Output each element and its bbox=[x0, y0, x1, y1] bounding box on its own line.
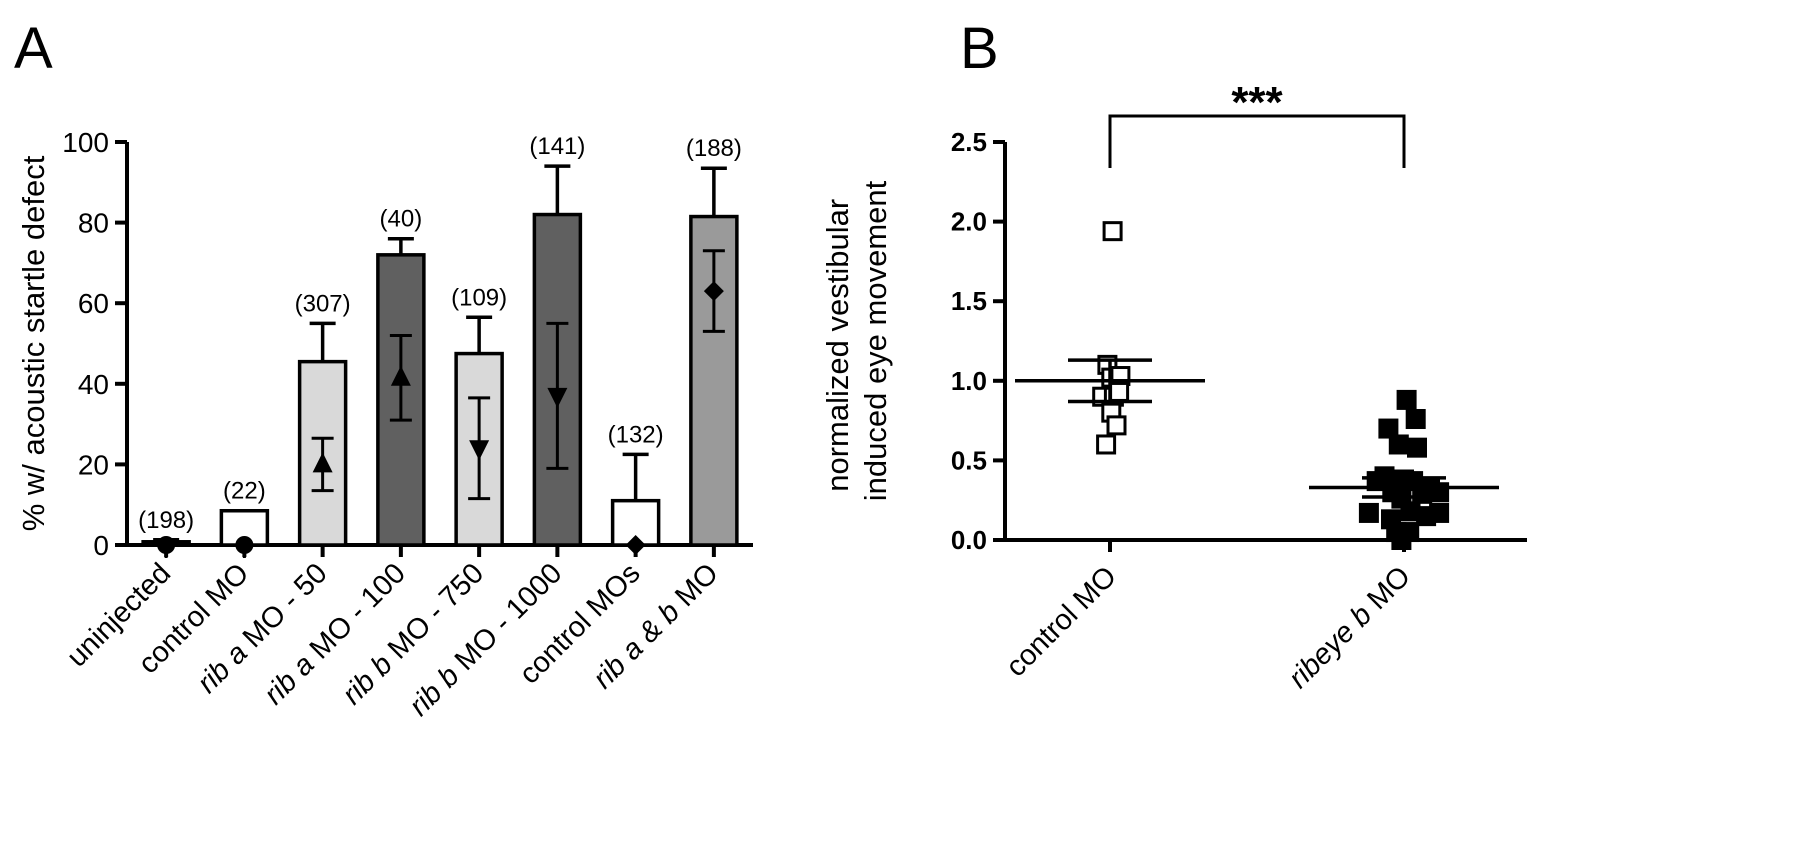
y-tick-label-a: 60 bbox=[78, 288, 109, 319]
x-tick-label-b: ribeye b MO bbox=[1283, 560, 1417, 694]
y-axis-label-b: normalized vestibular induced eye moveme… bbox=[820, 180, 893, 501]
y-tick-label-a: 0 bbox=[93, 530, 109, 561]
sample-size-label: (198) bbox=[138, 507, 194, 534]
sample-size-label: (307) bbox=[295, 290, 351, 317]
data-point bbox=[1358, 502, 1379, 523]
panel-label-a: A bbox=[14, 16, 53, 81]
data-point bbox=[1396, 389, 1417, 410]
significance-bracket bbox=[1108, 114, 1406, 168]
y-tick-label-b: 1.0 bbox=[951, 366, 987, 396]
sample-size-label: (188) bbox=[686, 135, 742, 162]
triangle-down-marker bbox=[469, 440, 490, 461]
y-tick-label-b: 2.0 bbox=[951, 207, 987, 237]
panel-b: B normalized vestibular induced eye move… bbox=[820, 16, 1527, 695]
data-point bbox=[1378, 418, 1399, 439]
data-point bbox=[1388, 434, 1409, 455]
triangle-up-marker bbox=[312, 452, 333, 473]
panel-a: A % w/ acoustic startle defect 0 20 40 60 80… bbox=[14, 16, 753, 722]
x-tick-label-b-part-0: control MO bbox=[1000, 560, 1123, 683]
y-tick-label-b: 1.5 bbox=[951, 286, 987, 316]
y-tick-label-a: 80 bbox=[78, 208, 109, 239]
x-tick-label-a: rib b MO - 750 bbox=[336, 557, 490, 711]
y-axis-label-a: % w/ acoustic startle defect bbox=[16, 155, 51, 531]
diamond-marker bbox=[703, 281, 724, 302]
y-axis-label-b-line-1: normalized vestibular bbox=[820, 199, 855, 492]
triangle-up-marker bbox=[390, 365, 411, 386]
data-point bbox=[1407, 437, 1427, 458]
y-tick-label-b: 0.0 bbox=[951, 525, 987, 555]
y-tick-label-a: 100 bbox=[62, 127, 109, 158]
x-tick-label-b: control MO bbox=[1000, 560, 1123, 683]
triangle-down-marker bbox=[547, 387, 568, 408]
data-point bbox=[1096, 434, 1117, 455]
panel-label-b: B bbox=[960, 16, 999, 81]
data-point bbox=[1405, 409, 1426, 430]
y-tick-label-b: 2.5 bbox=[951, 127, 987, 157]
sample-size-label: (141) bbox=[529, 133, 585, 160]
significance-label: *** bbox=[1231, 78, 1283, 127]
data-point bbox=[1109, 381, 1130, 402]
sample-size-label: (40) bbox=[380, 206, 423, 233]
sample-size-label: (22) bbox=[223, 478, 266, 505]
y-axis-label-b-line-2: induced eye movement bbox=[858, 180, 893, 501]
x-tick-label-a: rib a MO - 100 bbox=[258, 557, 412, 711]
data-point bbox=[1391, 530, 1412, 550]
y-tick-label-b: 0.5 bbox=[951, 445, 987, 475]
data-point bbox=[1106, 415, 1127, 436]
sample-size-label: (132) bbox=[608, 421, 664, 448]
sample-size-label: (109) bbox=[451, 284, 507, 311]
y-tick-label-a: 40 bbox=[78, 369, 109, 400]
y-tick-label-a: 20 bbox=[78, 449, 109, 480]
x-tick-label-b-part-0: ribeye b bbox=[1283, 599, 1379, 695]
data-point bbox=[1416, 506, 1437, 527]
data-point bbox=[1102, 221, 1123, 242]
